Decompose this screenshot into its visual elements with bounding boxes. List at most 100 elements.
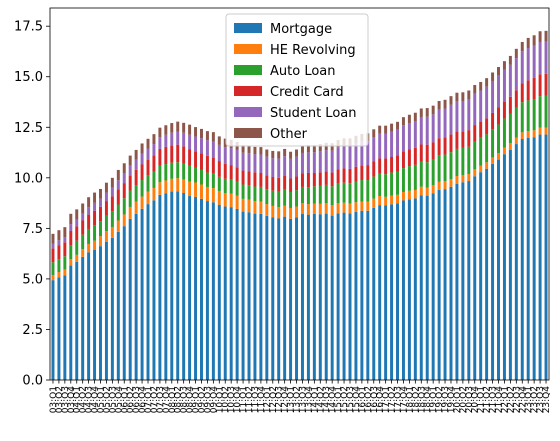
x-tick-label: 23:Q1 <box>524 386 534 413</box>
bar-segment <box>324 213 328 380</box>
bar-segment <box>271 150 275 159</box>
bar-segment <box>289 158 293 179</box>
x-tick-label: 15:Q2 <box>340 386 350 413</box>
x-tick-label: 10:Q2 <box>221 386 231 413</box>
bar-segment <box>93 240 97 250</box>
bar-segment <box>57 240 61 246</box>
bar-segment <box>538 74 542 97</box>
bar-segment <box>211 141 215 158</box>
bar-segment <box>300 152 304 174</box>
bar-segment <box>342 182 346 203</box>
bar-segment <box>473 176 477 380</box>
bar-segment <box>57 230 61 241</box>
bar-segment <box>532 137 536 380</box>
bar-segment <box>241 198 245 212</box>
bar-segment <box>164 146 168 165</box>
bar-segment <box>176 178 180 192</box>
x-tick-label: 07:Q4 <box>162 386 172 414</box>
bar-segment <box>360 141 364 166</box>
bar-segment <box>354 181 358 203</box>
bar-segment <box>330 143 334 151</box>
x-tick-label: 19:Q2 <box>435 386 445 413</box>
bars-layer <box>51 30 548 380</box>
bar-segment <box>122 198 126 215</box>
series-mortgage <box>51 134 548 380</box>
bar-segment <box>87 252 91 380</box>
bar-segment <box>265 204 269 216</box>
bar-segment <box>81 220 85 235</box>
bar-segment <box>253 172 257 187</box>
bar-segment <box>485 134 489 163</box>
bar-segment <box>271 190 275 206</box>
x-tick-label: 21:Q2 <box>483 386 493 413</box>
bar-segment <box>324 203 328 214</box>
bar-segment <box>520 51 524 84</box>
bar-segment <box>99 206 102 222</box>
bar-segment <box>485 78 489 87</box>
bar-segment <box>396 121 399 130</box>
bar-segment <box>295 149 299 157</box>
bar-segment <box>259 201 263 214</box>
x-tick-label: 03:Q4 <box>67 386 77 414</box>
bar-segment <box>544 73 548 96</box>
bar-segment <box>342 212 346 380</box>
bar-segment <box>217 190 221 205</box>
bar-segment <box>502 147 506 155</box>
x-tick-label: 08:Q3 <box>180 386 190 413</box>
x-tick-label: 20:Q2 <box>459 386 469 413</box>
bar-segment <box>134 169 138 186</box>
bar-segment <box>378 205 382 380</box>
bar-segment <box>81 213 85 221</box>
bar-segment <box>134 213 138 380</box>
bar-segment <box>289 191 293 208</box>
bar-segment <box>57 272 61 278</box>
bar-segment <box>372 176 376 199</box>
bar-segment <box>75 209 79 220</box>
bar-segment <box>152 155 156 172</box>
bar-segment <box>140 180 144 197</box>
bar-segment <box>217 176 221 191</box>
bar-segment <box>473 125 477 142</box>
series-auto-loan <box>51 95 548 276</box>
bar-segment <box>318 144 322 152</box>
bar-segment <box>205 140 209 156</box>
bar-segment <box>437 138 441 156</box>
bar-segment <box>194 196 198 380</box>
x-tick-label: 04:Q3 <box>85 386 95 413</box>
x-tick-label: 22:Q1 <box>500 386 510 413</box>
bar-segment <box>413 112 417 122</box>
bar-segment <box>306 204 310 215</box>
bar-segment <box>57 277 61 380</box>
x-tick-label: 18:Q2 <box>411 386 421 413</box>
bar-segment <box>437 155 441 182</box>
legend-swatch <box>234 23 262 33</box>
bar-segment <box>217 136 221 145</box>
bar-segment <box>372 207 376 380</box>
bar-segment <box>110 196 114 212</box>
bar-segment <box>122 173 126 184</box>
bar-segment <box>401 151 405 169</box>
bar-segment <box>295 217 299 380</box>
bar-segment <box>538 96 542 128</box>
legend-swatch <box>234 86 262 96</box>
bar-segment <box>63 237 67 243</box>
bar-segment <box>140 143 144 154</box>
bar-segment <box>87 214 91 229</box>
bar-segment <box>277 177 281 192</box>
bar-segment <box>176 121 180 132</box>
bar-segment <box>200 138 203 154</box>
x-tick-label: 16:Q4 <box>376 386 386 414</box>
bar-segment <box>532 77 536 100</box>
bar-segment <box>75 226 79 241</box>
bar-segment <box>277 191 281 208</box>
x-tick-label: 11:Q4 <box>257 386 267 414</box>
bar-segment <box>289 218 293 380</box>
bar-segment <box>211 188 215 203</box>
bar-segment <box>110 237 114 380</box>
bar-segment <box>134 185 138 202</box>
bar-segment <box>69 265 73 380</box>
bar-segment <box>194 182 198 197</box>
bar-segment <box>128 165 132 176</box>
bar-segment <box>396 171 399 195</box>
bar-segment <box>354 202 358 212</box>
